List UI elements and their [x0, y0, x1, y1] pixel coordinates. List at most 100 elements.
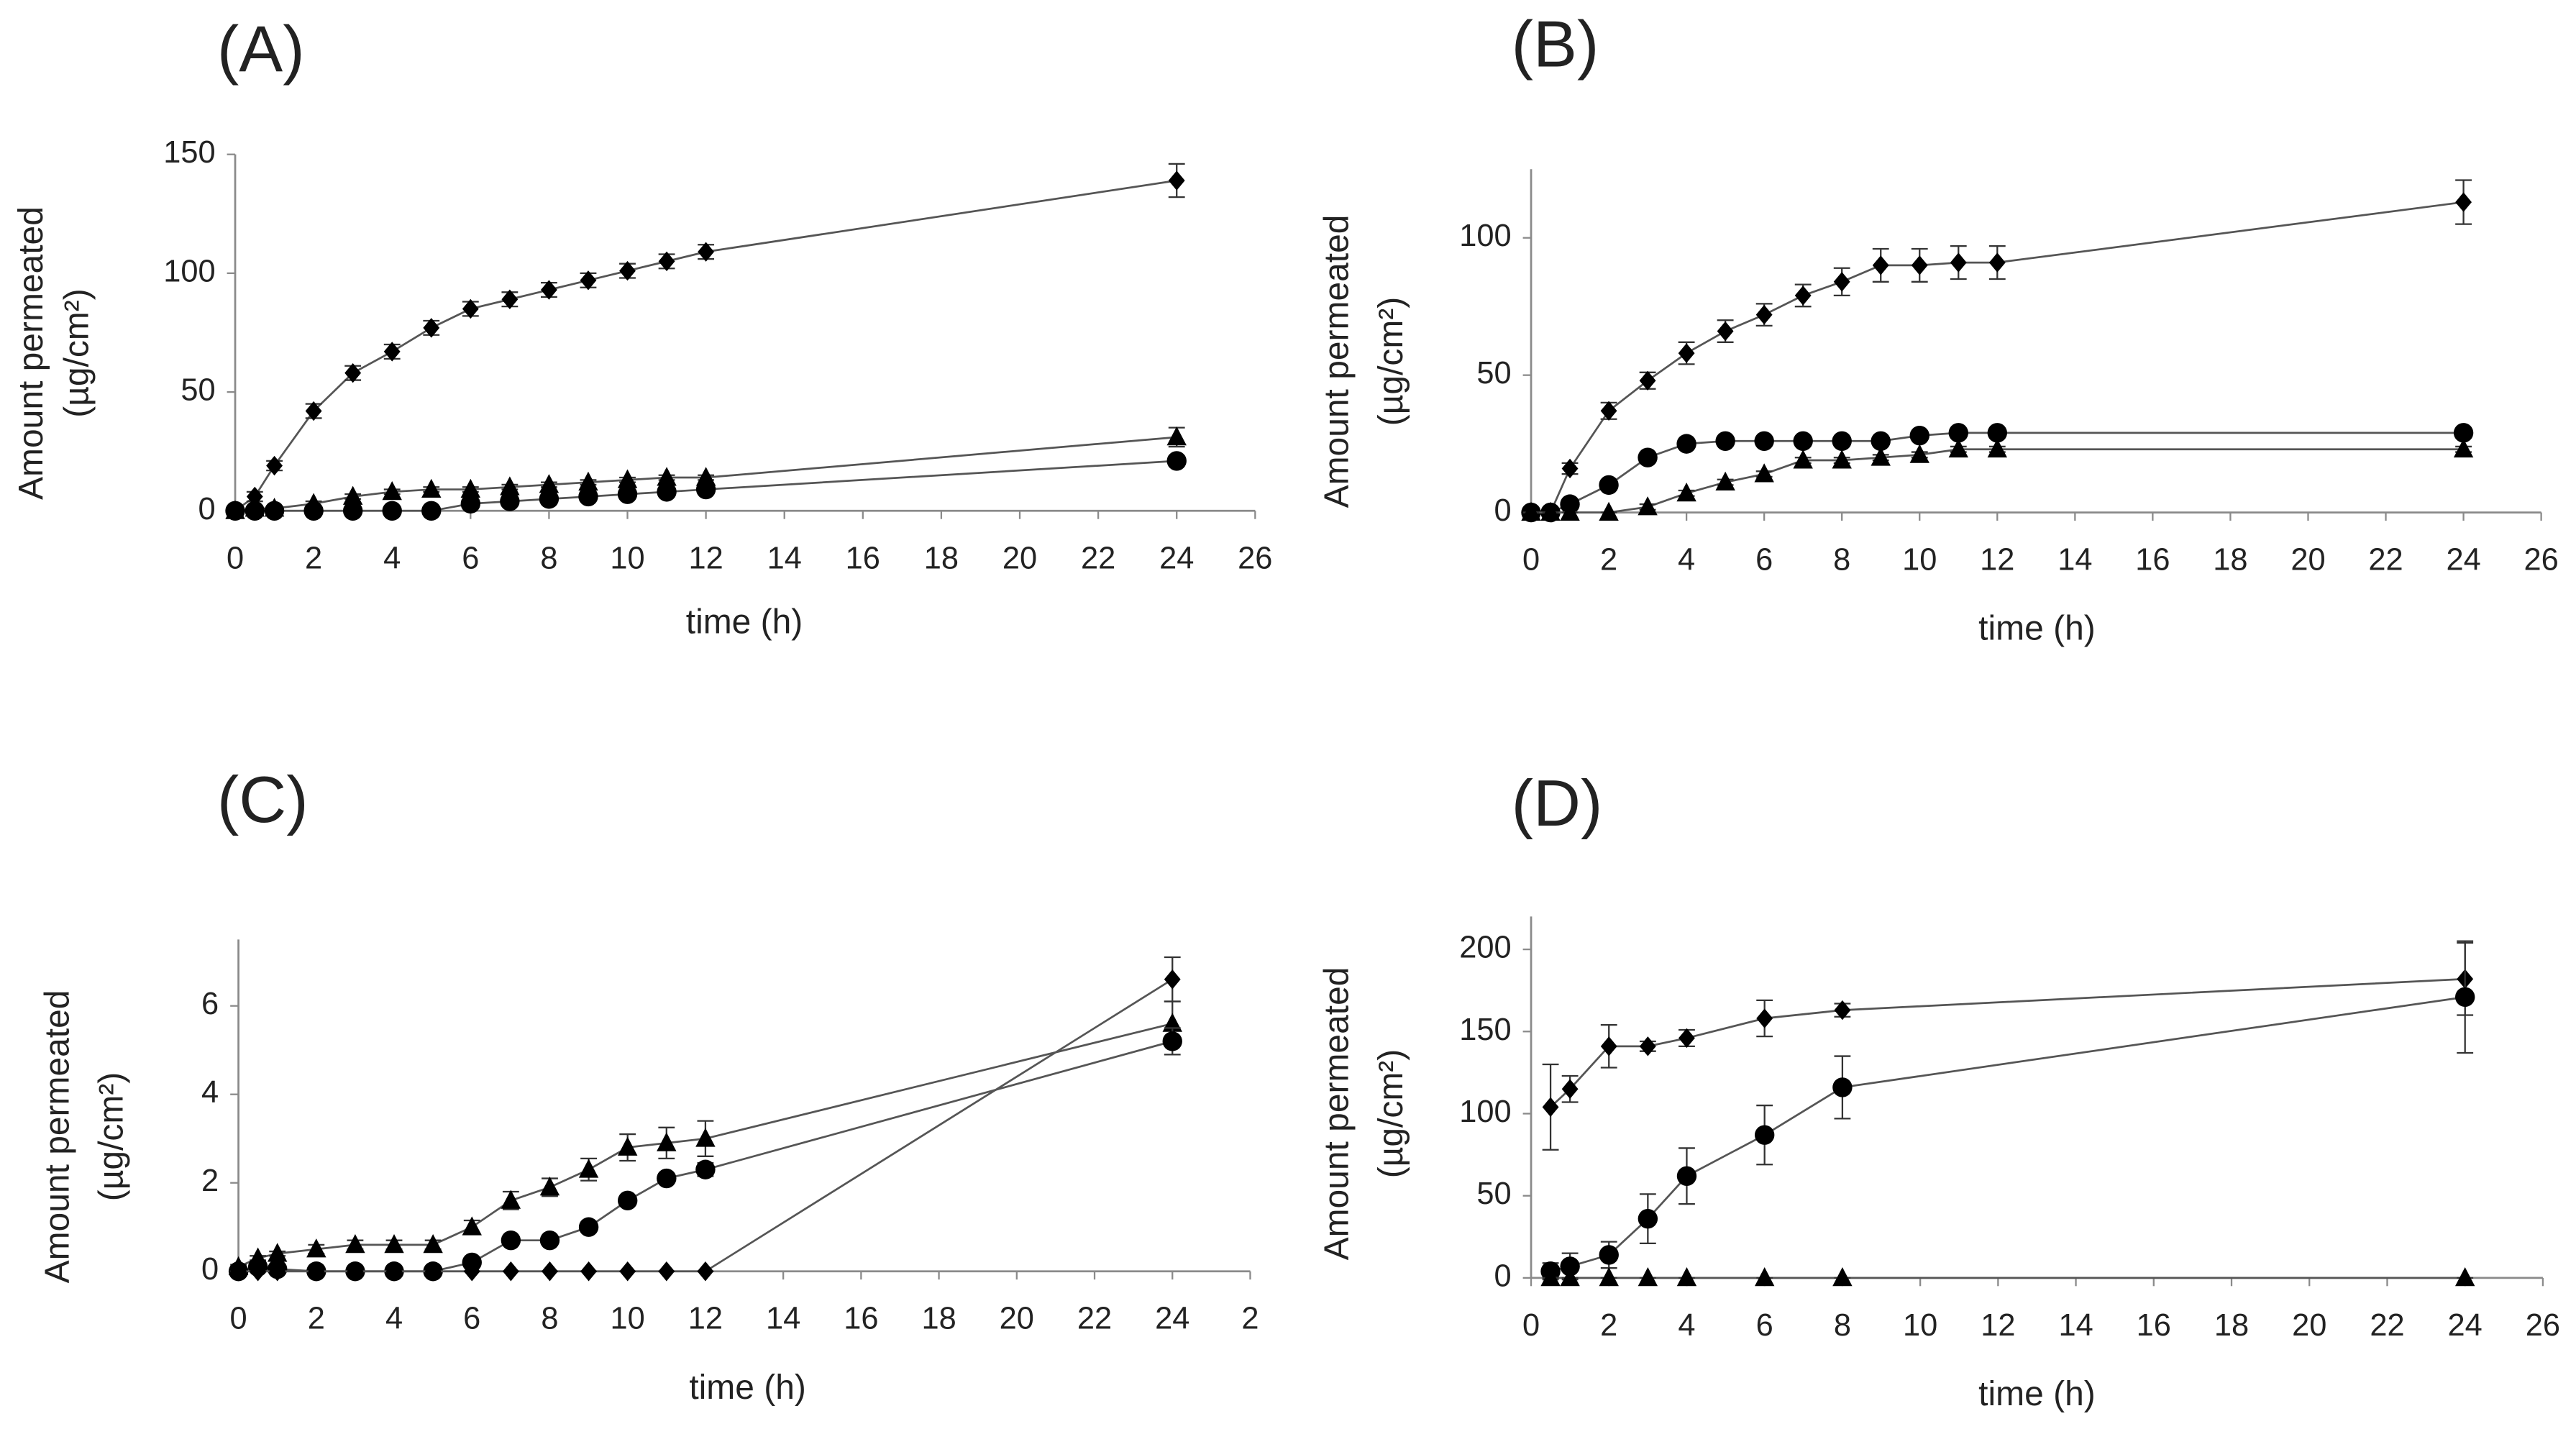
- marker-diamond: [230, 1261, 247, 1282]
- marker-circle: [1754, 1125, 1775, 1145]
- marker-circle: [501, 1230, 521, 1251]
- marker-triangle: [578, 1159, 599, 1178]
- y-axis-label: Amount permeated: [12, 206, 50, 500]
- y-tick-label: 200: [1459, 931, 1511, 965]
- x-tick-label: 12: [688, 1302, 723, 1336]
- panel-title: (C): [217, 763, 309, 836]
- marker-triangle: [1166, 426, 1187, 446]
- marker-circle: [695, 1159, 716, 1179]
- y-tick-label: 150: [163, 135, 215, 170]
- x-tick-label: 6: [1755, 543, 1773, 577]
- marker-diamond: [424, 1261, 442, 1282]
- marker-diamond: [1542, 1097, 1559, 1118]
- x-tick-label: 10: [610, 541, 644, 575]
- marker-circle: [225, 501, 245, 521]
- marker-circle: [1676, 434, 1696, 454]
- marker-circle: [657, 1168, 677, 1189]
- x-tick-label: 12: [1981, 1308, 2015, 1343]
- marker-triangle: [1540, 1267, 1561, 1287]
- marker-diamond: [463, 1261, 480, 1282]
- y-tick-label: 2: [201, 1164, 219, 1198]
- marker-triangle: [617, 1136, 638, 1156]
- x-tick-label: 8: [1834, 1308, 1851, 1343]
- marker-diamond: [1678, 343, 1695, 363]
- marker-diamond: [1755, 304, 1773, 325]
- marker-triangle: [657, 1132, 677, 1151]
- y-tick-label: 50: [1476, 1177, 1511, 1211]
- panel: (C)Amount permeated (µg/cm²)time (h)0 2 4 6 8…: [38, 763, 1259, 1407]
- x-tick-label: 18: [2213, 543, 2247, 577]
- marker-diamond: [1794, 286, 1812, 306]
- marker-diamond: [462, 298, 479, 319]
- x-tick-label: 2: [1600, 1308, 1617, 1343]
- marker-circle: [539, 489, 559, 509]
- x-tick-label: 18: [924, 541, 959, 575]
- panel: (B)Amount permeated (µg/cm²)time (h)0 2 4 6 8…: [1317, 8, 2558, 648]
- marker-circle: [303, 501, 324, 521]
- y-axis-label: Amount permeated: [1317, 215, 1356, 508]
- y-tick-label: 100: [163, 254, 215, 288]
- marker-triangle: [695, 1128, 716, 1147]
- x-tick-label: 18: [2214, 1308, 2249, 1343]
- y-tick-label: 0: [198, 492, 215, 526]
- marker-triangle: [267, 1243, 288, 1262]
- y-axis-label: (µg/cm²): [1372, 1049, 1410, 1178]
- x-tick-label: 20: [1002, 541, 1037, 575]
- marker-diamond: [1872, 255, 1889, 275]
- marker-triangle: [1832, 1267, 1853, 1287]
- marker-triangle: [500, 476, 520, 496]
- marker-diamond: [344, 362, 362, 383]
- y-axis-label: (µg/cm²): [58, 288, 96, 417]
- marker-triangle: [1560, 1267, 1580, 1287]
- marker-diamond: [1911, 255, 1928, 275]
- y-tick-label: 0: [201, 1252, 219, 1287]
- marker-triangle: [578, 471, 598, 491]
- marker-triangle: [2454, 1267, 2475, 1287]
- x-tick-label: 22: [1081, 541, 1115, 575]
- marker-triangle: [1638, 1267, 1658, 1287]
- x-tick-label: 0: [230, 1302, 247, 1336]
- x-tick-label: 12: [688, 541, 723, 575]
- x-tick-label: 10: [611, 1302, 645, 1336]
- marker-circle: [578, 486, 598, 507]
- x-tick-label: 20: [1000, 1302, 1034, 1336]
- marker-diamond: [542, 1261, 558, 1282]
- marker-diamond: [385, 1261, 403, 1282]
- marker-diamond: [1164, 969, 1181, 990]
- y-tick-label: 100: [1459, 1095, 1511, 1129]
- marker-circle: [1987, 423, 2008, 443]
- marker-circle: [1560, 1256, 1580, 1277]
- series-line: [1531, 448, 2464, 513]
- marker-diamond: [1717, 321, 1734, 342]
- marker-circle: [264, 501, 285, 521]
- marker-triangle: [1987, 438, 2008, 458]
- marker-diamond: [502, 1261, 519, 1282]
- marker-triangle: [1676, 1267, 1697, 1287]
- marker-circle: [1754, 431, 1774, 451]
- y-tick-label: 0: [1494, 1259, 1511, 1293]
- marker-diamond: [308, 1261, 325, 1282]
- x-tick-label: 0: [1522, 543, 1540, 577]
- marker-triangle: [1754, 463, 1774, 483]
- x-tick-label: 20: [2292, 1308, 2326, 1343]
- marker-circle: [1948, 423, 1968, 443]
- x-tick-label: 0: [227, 541, 244, 575]
- x-tick-label: 20: [2290, 543, 2325, 577]
- marker-circle: [1166, 451, 1187, 471]
- marker-circle: [460, 493, 481, 514]
- marker-triangle: [1638, 496, 1658, 516]
- marker-triangle: [617, 469, 638, 488]
- marker-triangle: [1909, 444, 1929, 463]
- x-tick-label: 26: [2526, 1308, 2560, 1343]
- x-tick-label: 18: [921, 1302, 956, 1336]
- marker-diamond: [580, 1261, 598, 1282]
- marker-triangle: [423, 1233, 443, 1254]
- marker-diamond: [1639, 370, 1656, 391]
- panel-title: (D): [1512, 767, 1603, 840]
- marker-triangle: [1676, 483, 1696, 502]
- x-tick-label: 16: [2135, 543, 2170, 577]
- marker-diamond: [658, 1261, 675, 1282]
- x-axis-label: time (h): [1978, 610, 2096, 648]
